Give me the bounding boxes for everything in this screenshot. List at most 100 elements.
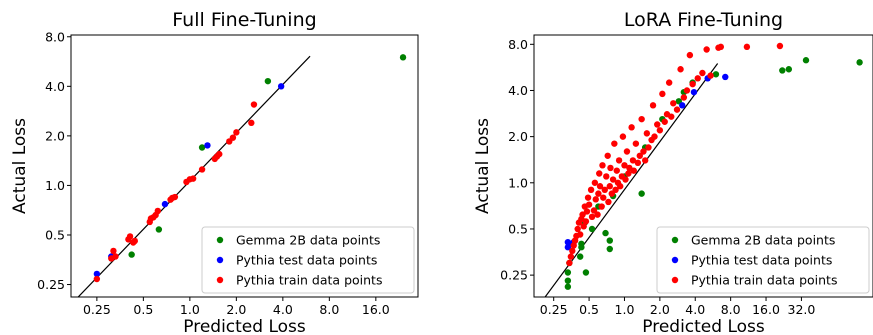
legend-label: Pythia test data points	[691, 253, 832, 268]
data-point	[585, 201, 593, 208]
data-point	[680, 94, 688, 101]
x-tick-label: 32.0	[788, 302, 816, 317]
data-point	[611, 140, 618, 147]
data-point	[636, 152, 643, 159]
legend-label: Pythia test data points	[236, 253, 377, 268]
data-point	[93, 270, 101, 278]
legend-label: Gemma 2B data points	[236, 233, 380, 248]
data-point	[599, 162, 606, 169]
data-point	[155, 226, 163, 233]
chart-title: LoRA Fine-Tuning	[624, 9, 783, 31]
y-tick-label: 0.25	[500, 268, 528, 283]
data-point	[570, 242, 577, 249]
x-tick-label: 0.5	[579, 302, 599, 317]
data-point	[622, 176, 629, 183]
data-point	[645, 144, 652, 151]
y-tick-label: 4.0	[508, 83, 528, 98]
data-point	[802, 57, 810, 64]
legend: Gemma 2B data points Pythia test data poi…	[201, 226, 415, 294]
legend-label: Gemma 2B data points	[691, 233, 835, 248]
y-tick-label: 4.0	[45, 79, 65, 94]
x-tick-label: 16.0	[362, 302, 390, 317]
y-tick-label: 2.0	[45, 128, 65, 143]
data-point	[722, 73, 729, 81]
x-tick-label: 0.25	[540, 302, 568, 317]
x-tick-label: 4.0	[273, 302, 293, 317]
data-point	[588, 213, 596, 221]
data-point	[603, 173, 610, 180]
data-point	[250, 101, 258, 108]
plot-area	[77, 54, 407, 297]
y-tick-label: 0.5	[508, 221, 528, 236]
data-point	[198, 166, 206, 173]
x-axis-label: Predicted Loss	[183, 317, 306, 335]
legend-box	[201, 226, 415, 294]
data-point	[590, 207, 598, 214]
data-point	[154, 207, 161, 215]
data-point	[785, 66, 793, 73]
x-tick-label: 1.0	[180, 302, 200, 317]
data-point	[661, 118, 668, 125]
series-2	[93, 83, 285, 278]
data-point	[131, 237, 138, 245]
data-point	[171, 193, 179, 201]
data-point	[606, 237, 613, 244]
data-point	[576, 231, 584, 238]
data-point	[686, 51, 694, 59]
data-point	[216, 150, 223, 158]
y-tick-label: 1.0	[508, 175, 528, 190]
legend-box	[656, 226, 870, 294]
data-point	[638, 190, 645, 197]
x-tick-label: 0.25	[83, 302, 111, 317]
data-point	[204, 142, 211, 149]
data-point	[649, 102, 657, 109]
legend-label: Pythia train data points	[691, 273, 837, 288]
data-point	[668, 113, 675, 120]
data-point	[595, 190, 602, 197]
data-point	[629, 157, 637, 164]
series-3	[566, 42, 784, 267]
data-point	[694, 75, 701, 82]
data-point	[617, 183, 624, 190]
data-point	[112, 253, 119, 260]
data-point	[625, 170, 632, 177]
data-point	[651, 133, 658, 140]
y-tick-label: 8.0	[508, 37, 528, 52]
data-point	[621, 162, 628, 169]
data-point	[583, 208, 591, 215]
x-tick-label: 8.0	[319, 302, 339, 317]
data-point	[569, 247, 576, 255]
data-point	[689, 80, 696, 88]
axes-frame	[533, 34, 873, 298]
data-point	[578, 244, 585, 251]
data-point	[605, 198, 612, 206]
legend-label: Pythia train data points	[236, 273, 382, 288]
data-point	[634, 159, 642, 167]
data-point	[673, 106, 681, 113]
data-point	[643, 130, 651, 137]
data-point	[596, 170, 603, 177]
data-point	[579, 211, 586, 218]
data-point	[604, 152, 611, 159]
data-point	[566, 259, 573, 267]
data-point	[665, 79, 673, 86]
data-point	[640, 148, 647, 155]
data-point	[584, 194, 592, 201]
data-point	[656, 127, 664, 134]
legend-marker	[671, 236, 679, 244]
data-point	[856, 59, 863, 66]
legend-marker	[216, 276, 224, 284]
data-point	[606, 183, 613, 190]
data-point	[596, 183, 604, 190]
data-point	[690, 88, 698, 96]
data-point	[110, 247, 117, 255]
data-point	[628, 124, 635, 131]
data-point	[587, 186, 595, 194]
data-point	[717, 43, 725, 51]
data-point	[743, 43, 751, 51]
x-tick-label: 2.0	[226, 302, 246, 317]
data-point	[588, 225, 596, 233]
data-point	[399, 54, 407, 61]
legend-marker	[216, 256, 224, 264]
data-point	[582, 269, 590, 276]
